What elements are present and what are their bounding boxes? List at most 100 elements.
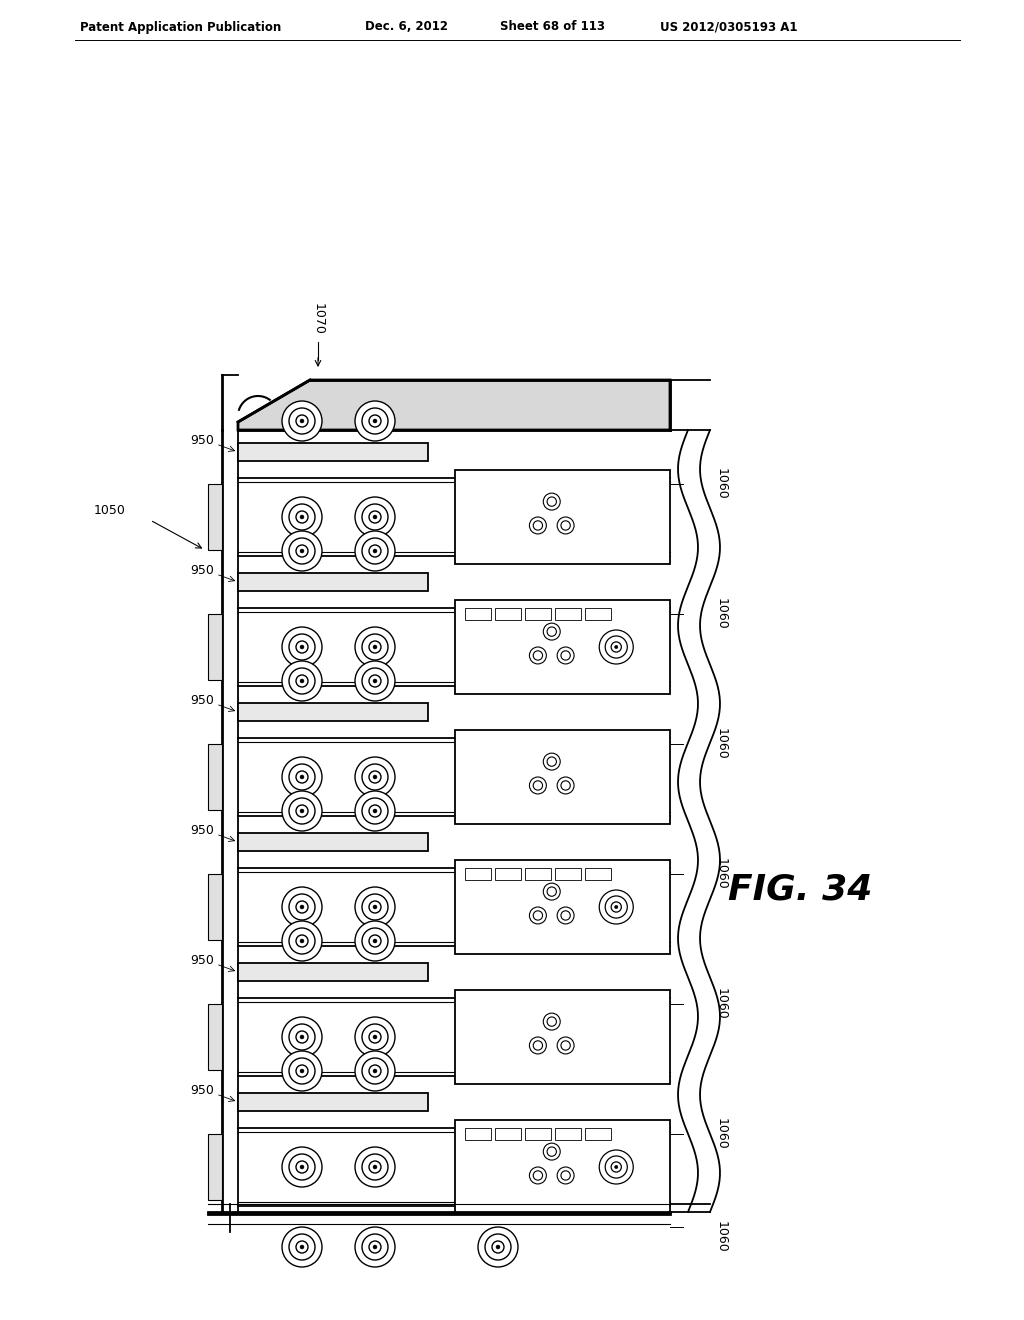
Bar — [238, 1093, 428, 1111]
Circle shape — [369, 414, 381, 426]
Bar — [465, 869, 490, 880]
Text: Sheet 68 of 113: Sheet 68 of 113 — [500, 21, 605, 33]
Circle shape — [282, 1051, 322, 1092]
Circle shape — [529, 647, 547, 664]
Circle shape — [561, 1171, 570, 1180]
Circle shape — [373, 1035, 377, 1039]
Circle shape — [362, 928, 388, 954]
Text: FIG. 34: FIG. 34 — [728, 873, 872, 907]
Circle shape — [369, 1065, 381, 1077]
Bar — [555, 1129, 581, 1140]
Circle shape — [289, 1234, 315, 1261]
Circle shape — [362, 894, 388, 920]
Circle shape — [355, 921, 395, 961]
Circle shape — [355, 1147, 395, 1187]
Circle shape — [547, 756, 556, 766]
Circle shape — [485, 1234, 511, 1261]
Circle shape — [289, 539, 315, 564]
Bar — [465, 609, 490, 620]
Circle shape — [355, 756, 395, 797]
Circle shape — [282, 921, 322, 961]
Circle shape — [296, 414, 308, 426]
Circle shape — [557, 517, 574, 535]
Circle shape — [369, 675, 381, 686]
Circle shape — [289, 634, 315, 660]
Text: 1050: 1050 — [94, 503, 126, 516]
Circle shape — [362, 1154, 388, 1180]
Circle shape — [362, 1059, 388, 1084]
Text: 950: 950 — [190, 564, 214, 577]
Circle shape — [529, 1167, 547, 1184]
Circle shape — [561, 781, 570, 791]
Circle shape — [296, 642, 308, 653]
Circle shape — [534, 1171, 543, 1180]
Circle shape — [561, 911, 570, 920]
Circle shape — [362, 668, 388, 694]
Bar — [208, 874, 222, 940]
Bar — [208, 614, 222, 680]
Bar — [208, 484, 222, 550]
Circle shape — [478, 1228, 518, 1267]
Text: 950: 950 — [190, 1084, 214, 1097]
Circle shape — [362, 1024, 388, 1049]
Circle shape — [362, 504, 388, 531]
Circle shape — [355, 1051, 395, 1092]
Circle shape — [611, 902, 622, 912]
Circle shape — [599, 1150, 633, 1184]
Circle shape — [296, 675, 308, 686]
Text: 1070: 1070 — [311, 304, 325, 335]
Circle shape — [355, 498, 395, 537]
Circle shape — [373, 549, 377, 553]
Circle shape — [300, 1069, 304, 1073]
Circle shape — [547, 887, 556, 896]
Circle shape — [373, 1166, 377, 1170]
Circle shape — [300, 939, 304, 942]
Circle shape — [355, 887, 395, 927]
Circle shape — [355, 627, 395, 667]
Circle shape — [369, 805, 381, 817]
Bar — [495, 1129, 520, 1140]
Text: 1060: 1060 — [715, 729, 728, 760]
Circle shape — [282, 1228, 322, 1267]
Circle shape — [289, 894, 315, 920]
Text: US 2012/0305193 A1: US 2012/0305193 A1 — [660, 21, 798, 33]
Circle shape — [611, 1162, 622, 1172]
Circle shape — [614, 645, 617, 648]
Circle shape — [557, 1038, 574, 1053]
Circle shape — [296, 545, 308, 557]
Circle shape — [300, 515, 304, 519]
Circle shape — [282, 498, 322, 537]
Circle shape — [300, 418, 304, 422]
Circle shape — [614, 906, 617, 908]
Bar — [495, 609, 520, 620]
Text: 1060: 1060 — [715, 598, 728, 630]
Circle shape — [282, 661, 322, 701]
Bar — [525, 1129, 551, 1140]
Circle shape — [296, 805, 308, 817]
Circle shape — [547, 1016, 556, 1026]
Text: 1060: 1060 — [715, 989, 728, 1020]
Text: Patent Application Publication: Patent Application Publication — [80, 21, 282, 33]
Text: 1060: 1060 — [715, 1221, 728, 1253]
Bar — [555, 609, 581, 620]
Circle shape — [369, 935, 381, 946]
Bar — [555, 869, 581, 880]
Circle shape — [289, 1024, 315, 1049]
Polygon shape — [238, 380, 670, 430]
Bar — [238, 573, 428, 591]
Text: 1060: 1060 — [715, 1118, 728, 1150]
Text: Dec. 6, 2012: Dec. 6, 2012 — [365, 21, 449, 33]
Text: 950: 950 — [190, 433, 214, 446]
Circle shape — [496, 1245, 500, 1249]
Circle shape — [355, 531, 395, 572]
Text: 950: 950 — [190, 693, 214, 706]
Circle shape — [547, 496, 556, 507]
Circle shape — [289, 668, 315, 694]
Circle shape — [300, 645, 304, 649]
Circle shape — [373, 809, 377, 813]
Circle shape — [373, 645, 377, 649]
Circle shape — [614, 1166, 617, 1168]
Circle shape — [355, 791, 395, 832]
Circle shape — [369, 771, 381, 783]
Circle shape — [300, 1166, 304, 1170]
